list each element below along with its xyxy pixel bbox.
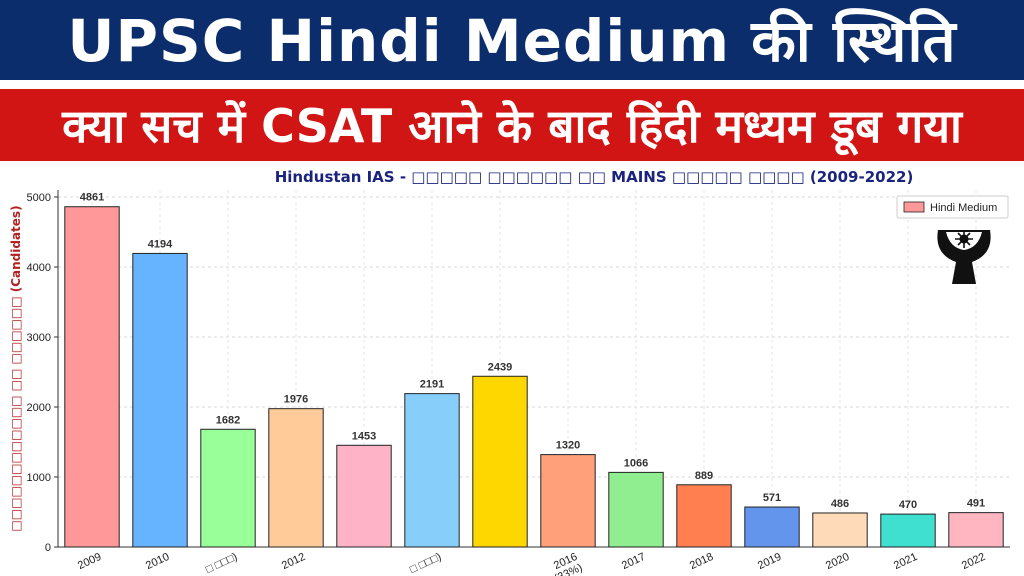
value-label: 1976: [284, 394, 308, 406]
bar: [336, 444, 392, 548]
chart-title: Hindustan IAS - □□□□□ □□□□□□ □□ MAINS □□…: [275, 168, 914, 186]
bar: [608, 471, 664, 548]
x-tick-label: 2018: [688, 551, 715, 572]
value-label: 1453: [352, 430, 376, 442]
y-axis-label: □□□□□□□□□□□□ □□ □□□□□□ (Candidates): [9, 205, 23, 531]
value-label: 470: [899, 499, 917, 511]
x-tick-label: 2022: [960, 551, 987, 572]
bar: [676, 484, 732, 548]
y-tick-label: 0: [45, 542, 51, 554]
bar: [540, 454, 596, 548]
value-label: 1320: [556, 440, 580, 452]
value-label: 2191: [420, 379, 444, 391]
bar: [404, 393, 460, 548]
value-label: 571: [763, 492, 781, 504]
bar: [200, 428, 256, 548]
x-tick-label: 2020: [824, 551, 851, 572]
y-tick-label: 2000: [27, 402, 51, 414]
title-banner: UPSC Hindi Medium की स्थिति: [0, 0, 1024, 84]
y-tick-label: 3000: [27, 332, 51, 344]
value-label: 4194: [148, 238, 173, 250]
page-subtitle: क्या सच में CSAT आने के बाद हिंदी मध्यम …: [62, 99, 962, 153]
value-label: 4861: [80, 192, 104, 204]
bar: [812, 512, 868, 548]
x-tick-label: 2012: [280, 551, 307, 572]
x-tick-label: □ □□□): [204, 551, 239, 576]
x-tick-label: 2016(33%): [548, 551, 585, 576]
bar: [948, 512, 1004, 548]
y-tick-label: 1000: [27, 472, 51, 484]
bar: [472, 375, 528, 548]
bar: [268, 408, 324, 548]
bar: [744, 506, 800, 548]
value-label: 491: [967, 498, 985, 510]
x-tick-label: 2009: [76, 551, 103, 572]
x-tick-label: 2017: [620, 551, 647, 572]
legend-box: [896, 195, 1009, 219]
value-label: 889: [695, 470, 713, 482]
legend-label: Hindi Medium: [930, 202, 997, 214]
x-tick-label: 2010: [144, 551, 171, 572]
bar: [64, 206, 120, 548]
x-tick-label: 2019: [756, 551, 783, 572]
bar-chart: 0 1000 2000 3000 4000 5000 4861 2009 4194 2010 168…: [9, 168, 1010, 576]
value-label: 2439: [488, 361, 512, 373]
page-title: UPSC Hindi Medium की स्थिति: [67, 7, 957, 75]
value-label: 1682: [216, 414, 240, 426]
sun-emblem-icon: [937, 230, 991, 284]
value-label: 486: [831, 498, 849, 510]
x-tick-label: 2021: [892, 551, 919, 572]
y-tick-label: 4000: [27, 262, 51, 274]
bar: [132, 252, 188, 548]
subtitle-banner: क्या सच में CSAT आने के बाद हिंदी मध्यम …: [0, 86, 1024, 164]
bar: [880, 513, 936, 548]
y-tick-label: 5000: [27, 192, 51, 204]
legend-swatch: [903, 201, 925, 213]
value-label: 1066: [624, 457, 648, 469]
x-tick-label: □ □□□): [408, 551, 443, 576]
